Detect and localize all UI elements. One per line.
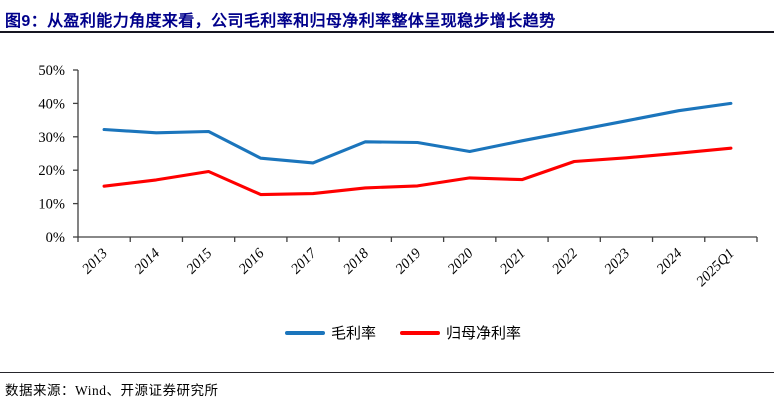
y-axis-tick-label: 10% [38, 197, 65, 213]
axis-lines [77, 70, 757, 238]
x-axis-tick-label: 2019 [393, 245, 425, 277]
net-margin-line [102, 146, 733, 197]
y-axis-tick-label: 0% [46, 230, 65, 246]
chart-legend: 毛利率 归母净利率 [16, 322, 774, 343]
y-axis-tick-label: 40% [38, 96, 65, 112]
x-axis-tick-label: 2023 [601, 246, 633, 278]
title-divider [0, 31, 774, 33]
gross-margin-legend-label: 毛利率 [330, 326, 376, 342]
x-axis-tick-label: 2022 [549, 246, 581, 278]
x-axis-tick-label: 2016 [236, 245, 268, 277]
legend-item-gross-margin: 毛利率 [284, 322, 376, 343]
source-divider [0, 372, 774, 374]
y-axis-tick-label: 30% [38, 130, 65, 146]
x-axis-tick-label: 2021 [497, 246, 529, 278]
x-axis-tick-label: 2018 [340, 245, 372, 277]
gross-margin-line [102, 101, 733, 165]
figure-title: 图9：从盈利能力角度来看，公司毛利率和归母净利率整体呈现稳步增长趋势 [5, 13, 556, 30]
y-axis-tick-label: 50% [38, 63, 65, 79]
x-axis-tick-label: 2025Q1 [693, 246, 737, 290]
x-axis-tick-label: 2020 [445, 245, 477, 277]
y-axis-tick-label: 20% [38, 163, 65, 179]
gross-margin-line-swatch [284, 330, 325, 335]
net-margin-legend-label: 归母净利率 [446, 326, 522, 342]
x-axis-tick-label: 2013 [79, 246, 111, 278]
margin-trend-line-chart: 0% 10% 20% 30% 40% 50% 2013 2014 2015 2016 2017 201… [38, 63, 758, 290]
x-axis-tick-label: 2014 [131, 246, 163, 278]
net-margin-line-swatch [400, 330, 440, 335]
data-source: 数据来源：Wind、开源证券研究所 [5, 383, 219, 398]
x-axis-tick-label: 2015 [184, 246, 216, 278]
legend-item-net-margin: 归母净利率 [400, 322, 521, 343]
x-axis-tick-label: 2017 [288, 245, 320, 277]
x-axis-tick-label: 2024 [654, 246, 686, 278]
